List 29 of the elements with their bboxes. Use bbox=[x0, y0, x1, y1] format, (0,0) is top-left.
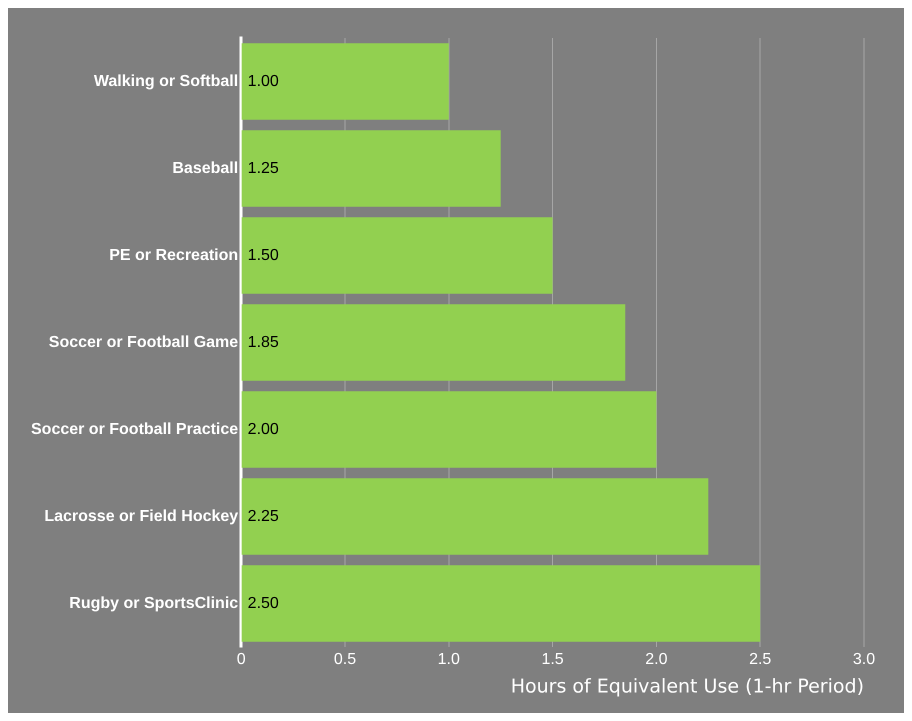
x-axis-title: Hours of Equivalent Use (1-hr Period) bbox=[510, 676, 864, 698]
bar bbox=[242, 565, 760, 642]
y-tick-label: PE or Recreation bbox=[109, 246, 238, 264]
x-tick-label: 2.5 bbox=[749, 651, 772, 668]
y-tick-label: Soccer or Football Game bbox=[48, 334, 238, 351]
bar bbox=[242, 43, 449, 120]
data-label: 1.50 bbox=[248, 246, 279, 264]
data-label: 1.85 bbox=[248, 334, 279, 351]
data-label: 1.25 bbox=[248, 160, 279, 177]
x-tick-label: 1.5 bbox=[541, 651, 564, 668]
x-tick-label: 2.0 bbox=[645, 651, 668, 668]
data-label: 1.00 bbox=[248, 72, 279, 90]
y-tick-label: Baseball bbox=[172, 160, 238, 177]
data-label: 2.25 bbox=[248, 508, 279, 525]
y-tick-label: Soccer or Football Practice bbox=[30, 420, 238, 438]
y-tick-label: Walking or Softball bbox=[94, 72, 238, 90]
data-label: 2.50 bbox=[248, 594, 279, 612]
bar bbox=[242, 391, 656, 468]
y-tick-label: Rugby or SportsClinic bbox=[69, 594, 238, 612]
bar bbox=[242, 478, 708, 555]
bar bbox=[242, 304, 626, 381]
bar bbox=[242, 130, 501, 207]
x-tick-label: 0 bbox=[236, 651, 246, 668]
x-tick-label: 0.5 bbox=[334, 651, 356, 668]
bar bbox=[242, 217, 553, 294]
x-tick-label: 1.0 bbox=[438, 651, 460, 668]
x-tick-label: 3.0 bbox=[852, 651, 876, 668]
y-tick-label: Lacrosse or Field Hockey bbox=[44, 508, 238, 525]
data-label: 2.00 bbox=[248, 420, 279, 438]
